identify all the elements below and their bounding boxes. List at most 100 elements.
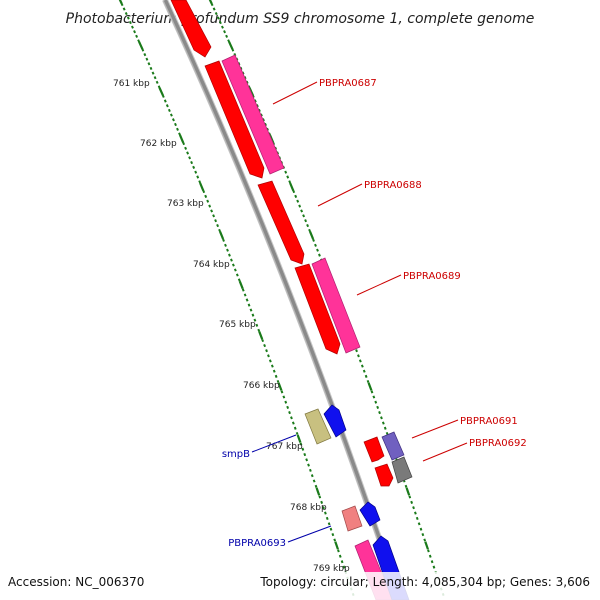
gene-salmon-0693[interactable] [341,505,363,532]
tick-rail-outer-tick [227,39,231,43]
tick-rail-inner-tick [202,189,206,194]
kbp-label-767: 767 kbp [266,442,303,452]
tick-rail-inner-tick [334,541,339,550]
tick-rail-inner-tick [282,395,286,399]
tick-rail-inner-tick [253,318,257,322]
tick-rail-inner-tick [296,434,302,443]
tick-rail-inner-tick [284,400,288,404]
tick-rail-inner-tick [174,122,177,127]
tick-rail-outer-tick [405,487,411,496]
tick-rail-outer-tick [378,411,381,415]
gene-red-top[interactable] [170,0,212,58]
tick-rail-inner-tick [314,484,318,488]
gene-red-0688[interactable] [257,180,305,265]
tick-rail-inner-tick [310,474,314,478]
tick-rail-outer-tick [383,426,387,430]
gene-red-0687[interactable] [204,60,265,179]
gene-label-smpb[interactable]: smpB [222,449,250,460]
gene-label-pbpra0687[interactable]: PBPRA0687 [319,78,377,89]
tick-rail-inner-tick [190,161,194,165]
tick-rail-outer-tick [357,354,360,358]
tick-rail-inner-tick [219,231,225,240]
tick-rail-inner-tick [247,303,251,307]
gene-gray-0692[interactable] [391,456,413,484]
tick-rail-outer-tick [370,390,374,394]
tick-rail-inner-tick [196,175,200,179]
tick-rail-outer-tick [374,400,378,404]
tick-rail-outer-tick [214,11,218,16]
tick-rail-outer-tick [424,541,429,550]
tick-rail-outer-tick [415,516,419,521]
tick-rail-inner-tick [141,48,145,52]
gene-label-pbpra0689[interactable]: PBPRA0689 [403,271,461,282]
tick-rail-inner-tick [208,204,212,208]
tick-rail-outer-tick [421,533,425,537]
tick-rail-outer-tick [289,182,295,191]
tick-rail-inner-tick [212,214,216,218]
tick-rail-outer-tick [220,25,224,29]
tick-rail-inner-tick [340,560,344,564]
gene-red-0691[interactable] [363,436,385,463]
gene-label-pbpra0693[interactable]: PBPRA0693 [228,538,286,549]
gene-label-pbpra0691[interactable]: PBPRA0691 [460,416,518,427]
tick-rail-inner-tick [163,99,167,103]
tick-rail-inner-tick [210,209,214,213]
gene-red-0692[interactable] [374,463,394,487]
gene-red-0689[interactable] [294,263,341,355]
tick-rail-outer-tick [225,34,229,38]
gene-blue-767[interactable] [323,404,347,438]
leader-smpb [251,434,297,453]
tick-rail-outer-tick [414,511,417,515]
tick-rail-inner-tick [291,421,295,425]
tick-rail-outer-tick [355,349,358,353]
tick-rail-inner-tick [329,527,333,531]
tick-rail-outer-tick [300,209,304,213]
tick-rail-inner-tick [286,405,290,409]
tick-rail-inner-tick [226,248,229,252]
tick-rail-inner-tick [318,495,322,499]
tick-rail-inner-tick [230,258,233,262]
gene-label-pbpra0688[interactable]: PBPRA0688 [364,180,422,191]
tick-rail-inner-tick [324,511,327,515]
tick-rail-outer-tick [423,538,427,542]
kbp-label-763: 763 kbp [167,199,204,209]
tick-rail-inner-tick [241,288,245,292]
tick-rail-outer-tick [312,238,315,242]
gene-magenta-0687[interactable] [221,54,285,175]
tick-rail-inner-tick [274,374,278,378]
topology-text: Topology: circular; Length: 4,085,304 bp… [259,575,590,589]
tick-rail-inner-tick [320,500,324,504]
tick-rail-outer-tick [380,416,383,420]
gene-olive-smpb[interactable] [304,408,332,445]
tick-rail-inner-tick [130,25,134,29]
tick-rail-inner-tick [322,506,325,510]
tick-rail-inner-tick [307,463,310,467]
tick-rail-inner-tick [158,87,164,96]
tick-rail-inner-tick [315,487,321,496]
tick-rail-inner-tick [251,313,255,317]
tick-rail-inner-tick [153,76,157,80]
tick-rail-outer-tick [318,253,321,257]
tick-rail-outer-tick [417,522,421,526]
gene-magenta-0689[interactable] [311,257,361,354]
tick-rail-inner-tick [325,516,329,521]
footer-backdrop [0,572,600,600]
gene-purple-0691[interactable] [381,431,405,461]
tick-rail-outer-tick [428,554,432,558]
tick-rail-inner-tick [228,253,231,257]
tick-rail-outer-tick [298,204,302,208]
tick-rail-inner-tick [255,323,259,327]
gene-label-pbpra0692[interactable]: PBPRA0692 [469,438,527,449]
tick-rail-inner-tick [338,554,342,558]
tick-rail-inner-tick [188,156,192,160]
tick-rail-outer-tick [385,431,389,436]
tick-rail-inner-tick [124,11,128,16]
gene-blue-768[interactable] [359,501,381,527]
tick-rail-outer-tick [223,30,227,34]
tick-rail-outer-tick [360,364,364,368]
tick-rail-inner-tick [245,298,249,302]
tick-rail-inner-tick [147,62,151,66]
tick-rail-inner-tick [267,354,270,358]
tick-rail-inner-tick [192,165,196,170]
